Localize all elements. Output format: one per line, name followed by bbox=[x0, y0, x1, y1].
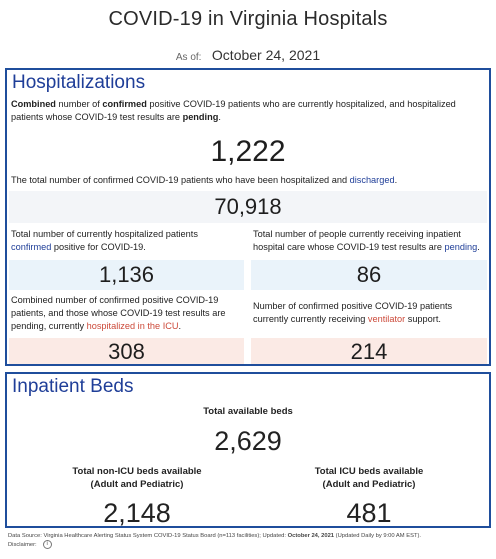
as-of-date: October 24, 2021 bbox=[211, 47, 321, 63]
as-of-label: As of: bbox=[175, 52, 202, 63]
icu-beds-label-line2: (Adult and Pediatric) bbox=[322, 479, 416, 490]
desc-text: Combined number of confirmed positive CO… bbox=[11, 295, 226, 331]
discharged-word: discharged bbox=[349, 175, 395, 185]
non-icu-beds-label-line1: Total non-ICU beds available bbox=[72, 466, 202, 477]
desc-text: . bbox=[477, 242, 480, 252]
pending-word: pending bbox=[182, 112, 219, 122]
disclaimer-label: Disclaimer: bbox=[8, 542, 37, 549]
total-beds-value: 2,629 bbox=[214, 426, 282, 456]
non-icu-beds-value: 2,148 bbox=[103, 498, 171, 528]
discharged-value: 70,918 bbox=[9, 191, 487, 223]
icu-beds-label-line1: Total ICU beds available bbox=[314, 466, 424, 477]
icu-beds-label: Total ICU beds available (Adult and Pedi… bbox=[269, 465, 469, 491]
non-icu-beds-label-line2: (Adult and Pediatric) bbox=[90, 479, 184, 490]
pending-value: 86 bbox=[251, 260, 487, 290]
inpatient-beds-title: Inpatient Beds bbox=[12, 376, 134, 397]
icu-value: 308 bbox=[9, 338, 244, 364]
desc-text: . bbox=[218, 112, 221, 122]
confirmed-word: confirmed bbox=[11, 242, 52, 252]
confirmed-description: Total number of currently hospitalized p… bbox=[11, 228, 239, 254]
desc-text: positive COVID-19 patients who are curre… bbox=[11, 99, 456, 122]
ventilator-word: ventilator bbox=[367, 314, 406, 324]
desc-text: positive for COVID-19. bbox=[51, 242, 146, 252]
source-text: Data Source: Virginia Healthcare Alertin… bbox=[8, 533, 288, 539]
desc-text: . bbox=[178, 321, 182, 331]
combined-description: Combined number of confirmed positive CO… bbox=[11, 98, 487, 124]
page-title: COVID-19 in Virginia Hospitals bbox=[108, 8, 388, 30]
total-beds-label: Total available beds bbox=[203, 406, 293, 417]
pending-word: pending bbox=[444, 242, 478, 252]
confirmed-word: confirmed bbox=[102, 99, 147, 109]
ventilator-description: Number of confirmed positive COVID-19 pa… bbox=[253, 300, 485, 326]
data-source: Data Source: Virginia Healthcare Alertin… bbox=[8, 532, 492, 540]
icu-beds-value: 481 bbox=[346, 498, 392, 528]
combined-word: Combined bbox=[11, 99, 56, 109]
footer: Data Source: Virginia Healthcare Alertin… bbox=[8, 532, 492, 549]
inpatient-beds-panel: Inpatient Beds Total available beds 2,62… bbox=[5, 372, 491, 528]
icu-word: hospitalized in the ICU bbox=[86, 321, 179, 331]
combined-value: 1,222 bbox=[210, 135, 286, 168]
ventilator-value: 214 bbox=[251, 338, 487, 364]
desc-text: Number of confirmed positive COVID-19 pa… bbox=[253, 301, 453, 324]
as-of: As of: October 24, 2021 bbox=[0, 47, 496, 65]
discharged-description: The total number of confirmed COVID-19 p… bbox=[11, 174, 487, 187]
desc-text: support. bbox=[405, 314, 441, 324]
icu-description: Combined number of confirmed positive CO… bbox=[11, 294, 243, 333]
source-date: October 24, 2021 bbox=[287, 533, 335, 539]
desc-text: . bbox=[394, 175, 398, 185]
desc-text: number of bbox=[55, 99, 103, 109]
non-icu-beds-label: Total non-ICU beds available (Adult and … bbox=[37, 465, 237, 491]
source-text: (Updated Daily by 9:00 AM EST). bbox=[334, 533, 422, 539]
desc-text: Total number of people currently receivi… bbox=[253, 229, 461, 252]
info-icon[interactable]: i bbox=[42, 540, 52, 549]
hospitalizations-title: Hospitalizations bbox=[12, 72, 146, 93]
disclaimer: Disclaimer: i bbox=[8, 540, 492, 549]
desc-text: Total number of currently hospitalized p… bbox=[11, 229, 198, 239]
hospitalizations-panel: Hospitalizations Combined number of conf… bbox=[5, 68, 491, 366]
pending-description: Total number of people currently receivi… bbox=[253, 228, 485, 254]
confirmed-value: 1,136 bbox=[9, 260, 244, 290]
desc-text: The total number of confirmed COVID-19 p… bbox=[11, 175, 350, 185]
